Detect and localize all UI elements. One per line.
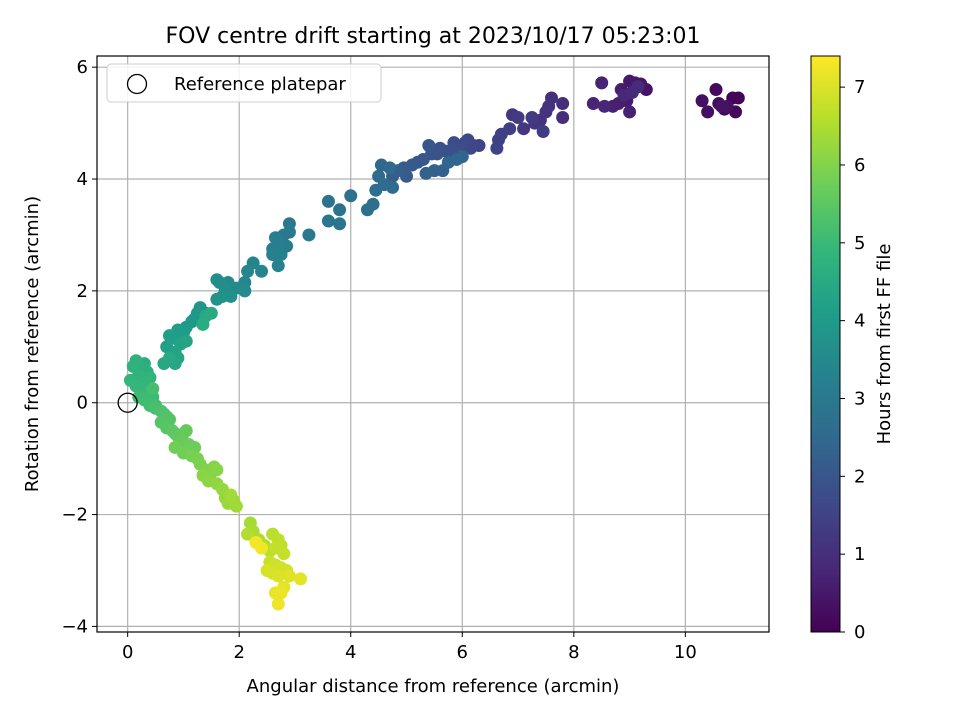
data-point <box>179 424 193 438</box>
data-point <box>282 569 296 583</box>
data-point <box>595 76 609 90</box>
data-point <box>731 91 745 105</box>
data-point <box>536 124 550 138</box>
data-point <box>255 264 269 278</box>
data-point <box>369 183 383 197</box>
colorbar-tick-label: 3 <box>854 388 865 409</box>
y-tick-label: 2 <box>77 281 88 302</box>
legend-box <box>106 63 382 103</box>
data-point <box>422 138 436 152</box>
x-tick-label: 2 <box>233 642 244 663</box>
chart-title: FOV centre drift starting at 2023/10/17 … <box>166 24 701 49</box>
data-point <box>268 231 282 245</box>
data-point <box>333 203 347 217</box>
colorbar-tick-label: 5 <box>854 233 865 254</box>
data-point <box>701 105 715 119</box>
data-point <box>383 161 397 175</box>
legend: Reference platepar <box>106 63 382 103</box>
data-point <box>271 597 285 611</box>
colorbar-tick-label: 2 <box>854 466 865 487</box>
data-point <box>204 306 218 320</box>
data-point <box>302 228 316 242</box>
reference-point <box>117 392 138 413</box>
data-point <box>623 105 637 119</box>
scatter-points <box>123 74 745 611</box>
data-point <box>146 382 160 396</box>
colorbar-tick-label: 6 <box>854 155 865 176</box>
data-point <box>631 80 645 94</box>
y-tick-label: 0 <box>77 393 88 414</box>
data-point <box>294 572 308 586</box>
x-tick-label: 4 <box>345 642 356 663</box>
data-point <box>344 189 358 203</box>
data-point <box>556 111 570 125</box>
data-point <box>450 152 464 166</box>
data-point <box>229 499 243 513</box>
legend-entry-label: Reference platepar <box>174 74 346 95</box>
data-point <box>490 141 504 155</box>
data-point <box>162 351 176 365</box>
data-point <box>386 180 400 194</box>
data-point <box>586 97 600 111</box>
data-point <box>321 214 335 228</box>
data-point <box>271 569 285 583</box>
data-point <box>695 94 709 108</box>
data-point <box>360 203 374 217</box>
data-point <box>597 99 611 113</box>
data-point <box>333 217 347 231</box>
y-tick-label: 6 <box>77 57 88 78</box>
x-tick-label: 0 <box>122 642 133 663</box>
data-point <box>238 284 252 298</box>
colorbar-ticks: 0 1 2 3 4 5 6 7 <box>840 77 865 643</box>
data-point <box>196 317 210 331</box>
legend-reference-marker <box>126 73 148 95</box>
colorbar-tick-label: 0 <box>854 622 865 643</box>
data-point <box>511 111 525 125</box>
data-point <box>162 329 176 343</box>
data-point <box>210 463 224 477</box>
y-axis-ticks: −4 −2 0 2 4 6 <box>61 57 97 637</box>
data-point <box>210 292 224 306</box>
data-point <box>709 83 723 97</box>
data-point <box>249 536 263 550</box>
x-axis-label: Angular distance from reference (arcmin) <box>247 676 620 697</box>
y-tick-label: −2 <box>61 505 88 526</box>
y-axis-label: Rotation from reference (arcmin) <box>22 196 43 492</box>
colorbar <box>810 55 841 633</box>
data-point <box>271 259 285 273</box>
colorbar-tick-label: 1 <box>854 544 865 565</box>
colorbar-tick-label: 4 <box>854 311 865 332</box>
x-axis-ticks: 0 2 4 6 8 10 <box>122 632 697 663</box>
data-point <box>224 488 238 502</box>
x-tick-label: 8 <box>568 642 579 663</box>
data-point <box>179 334 193 348</box>
data-point <box>241 264 255 278</box>
y-tick-label: −4 <box>61 616 88 637</box>
reference-platepar-marker <box>117 392 138 413</box>
data-point <box>274 248 288 262</box>
data-point <box>274 586 288 600</box>
data-point <box>241 527 255 541</box>
data-point <box>517 122 531 136</box>
x-tick-label: 6 <box>457 642 468 663</box>
colorbar-tick-label: 7 <box>854 77 865 98</box>
data-point <box>419 166 433 180</box>
data-point <box>260 563 274 577</box>
data-point <box>715 99 729 113</box>
x-tick-label: 10 <box>674 642 697 663</box>
data-point <box>321 194 335 208</box>
colorbar-label: Hours from first FF file <box>874 244 895 445</box>
data-point <box>556 97 570 111</box>
data-point <box>525 111 539 125</box>
plot-frame <box>96 55 770 633</box>
data-point <box>277 547 291 561</box>
y-tick-label: 4 <box>77 169 88 190</box>
